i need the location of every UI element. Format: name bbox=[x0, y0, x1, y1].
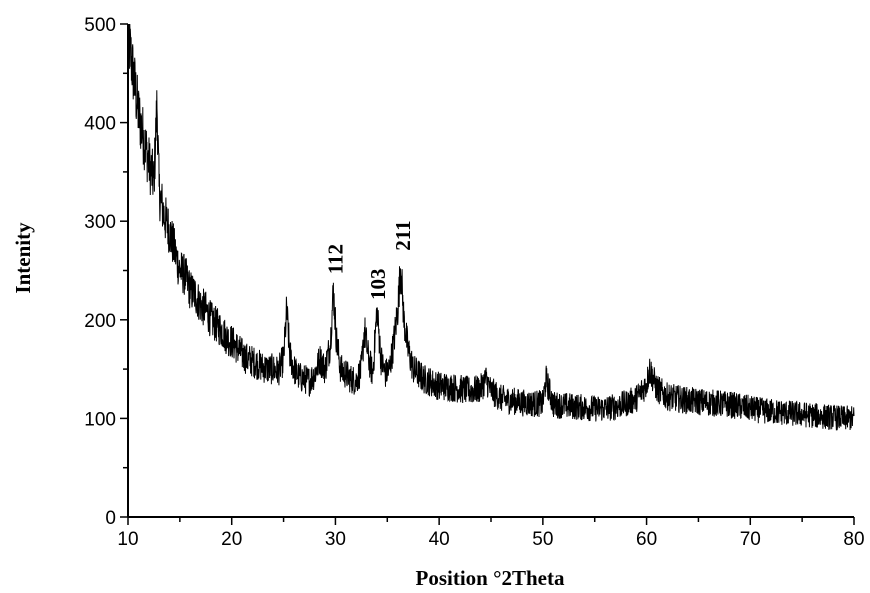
axes bbox=[127, 24, 854, 518]
x-tick-label: 20 bbox=[221, 529, 242, 550]
y-tick-label: 500 bbox=[84, 15, 116, 36]
x-tick-label: 10 bbox=[117, 529, 138, 550]
y-tick-label: 400 bbox=[84, 114, 116, 135]
peak-label: 103 bbox=[366, 269, 390, 301]
x-tick-label: 40 bbox=[429, 529, 450, 550]
y-ticks: 0 100 200 300 400 500 bbox=[84, 15, 128, 529]
x-axis-title: Position °2Theta bbox=[416, 566, 565, 590]
y-axis-title: Intenity bbox=[11, 222, 35, 294]
y-tick-label: 0 bbox=[105, 508, 116, 529]
x-tick-label: 30 bbox=[325, 529, 346, 550]
peak-label: 112 bbox=[323, 244, 347, 274]
x-tick-label: 80 bbox=[843, 529, 864, 550]
y-tick-label: 200 bbox=[84, 311, 116, 332]
series-line bbox=[127, 23, 855, 431]
x-tick-label: 60 bbox=[636, 529, 657, 550]
y-tick-label: 300 bbox=[84, 212, 116, 233]
x-tick-label: 70 bbox=[740, 529, 761, 550]
x-ticks: 10 20 30 40 50 60 70 80 bbox=[117, 517, 865, 550]
x-tick-label: 50 bbox=[532, 529, 553, 550]
peak-label: 211 bbox=[391, 220, 415, 250]
y-tick-label: 100 bbox=[84, 409, 116, 430]
plot-area bbox=[127, 23, 855, 431]
